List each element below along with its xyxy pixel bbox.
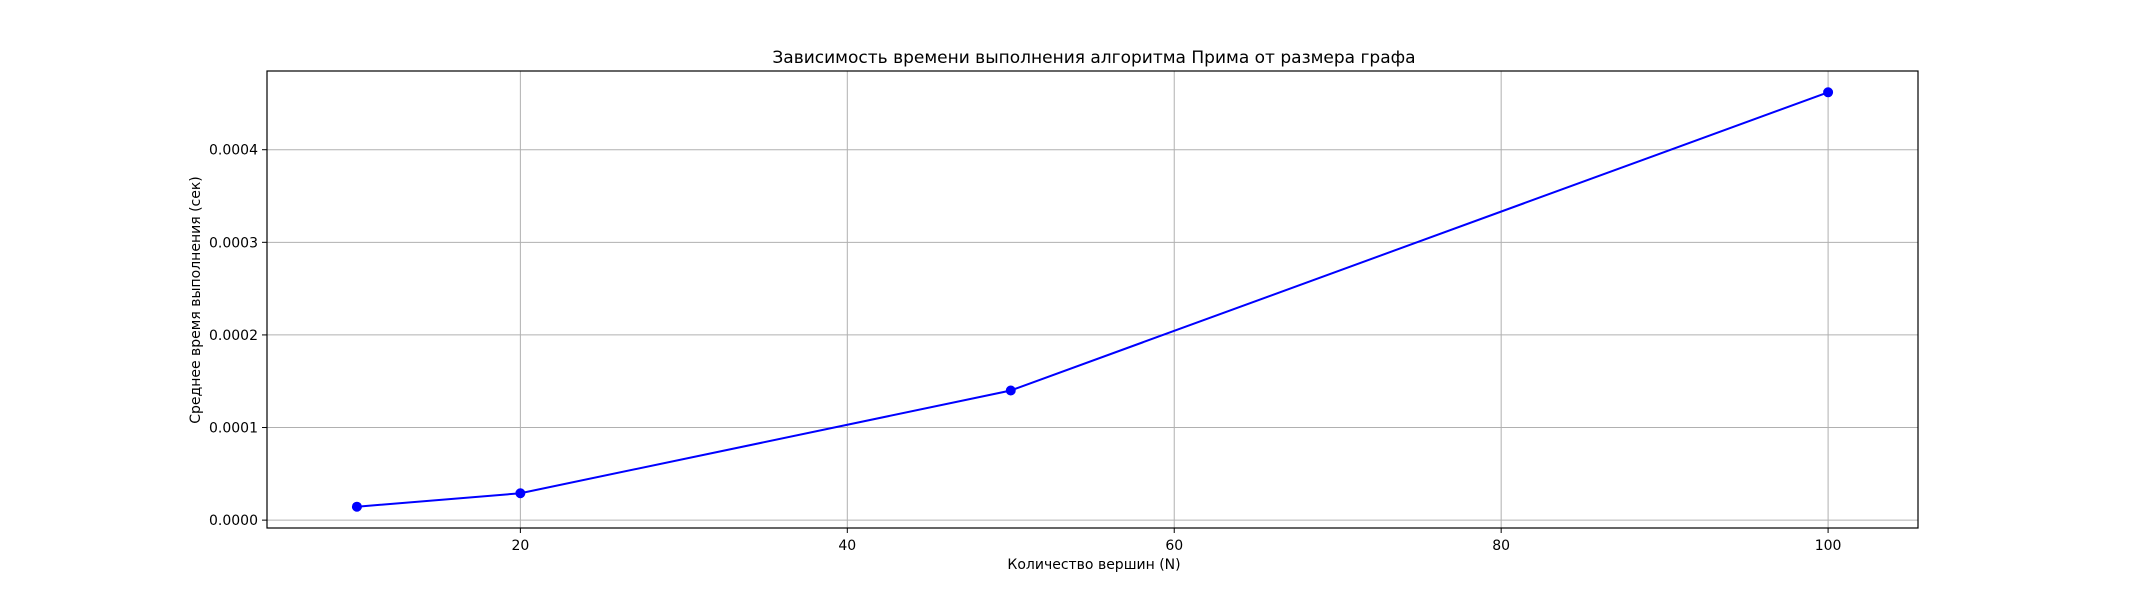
y-tick-label: 0.0000 (209, 513, 258, 529)
x-axis-ticks: 20 40 60 80 100 (511, 528, 1841, 554)
data-point-marker (515, 488, 526, 499)
x-tick-label: 20 (511, 538, 529, 554)
x-tick-label: 100 (1815, 538, 1842, 554)
x-tick-label: 60 (1165, 538, 1183, 554)
y-axis-ticks: 0.0000 0.0001 0.0002 0.0003 0.0004 (209, 143, 267, 529)
data-series (351, 87, 1834, 512)
y-tick-label: 0.0003 (209, 235, 258, 251)
data-point-marker (1005, 385, 1016, 396)
y-axis-label: Среднее время выполнения (сек) (188, 176, 204, 424)
y-tick-label: 0.0002 (209, 328, 258, 344)
data-point-marker (1823, 87, 1834, 98)
grid-lines (267, 71, 1918, 528)
series-line (356, 91, 1829, 508)
x-tick-label: 40 (838, 538, 856, 554)
x-tick-label: 80 (1492, 538, 1510, 554)
x-axis-label: Количество вершин (N) (1007, 557, 1180, 573)
data-point-marker (351, 501, 362, 512)
plot-area-frame (266, 70, 1919, 529)
y-tick-label: 0.0004 (209, 143, 258, 159)
y-tick-label: 0.0001 (209, 421, 258, 437)
chart-title: Зависимость времени выполнения алгоритма… (772, 48, 1415, 68)
